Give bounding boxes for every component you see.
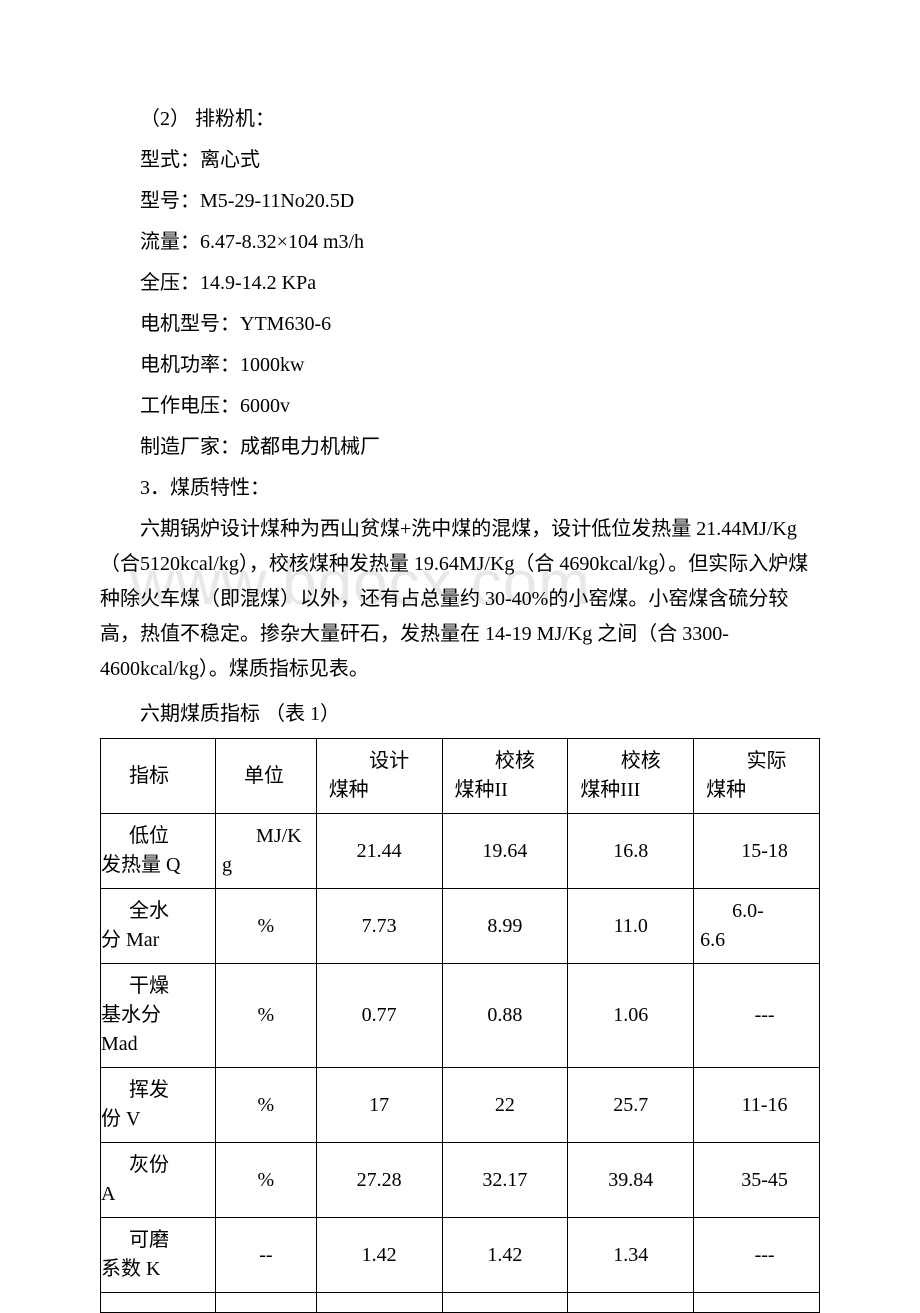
spec-line-6: 电机型号：YTM630-6 <box>100 305 820 344</box>
spec-line-5: 全压：14.9-14.2 KPa <box>100 264 820 303</box>
row6-indicator: 可磨 系数 K <box>101 1218 216 1293</box>
header-check2-l1: 校核 <box>475 750 535 772</box>
row6-unit: -- <box>216 1218 317 1293</box>
table-row-empty <box>101 1293 820 1313</box>
header-actual-l1: 实际 <box>727 750 787 772</box>
empty-cell <box>316 1293 442 1313</box>
row4-v2: 22 <box>442 1068 568 1143</box>
row4-v4: 11-16 <box>694 1068 820 1143</box>
document-content: （2） 排粉机： 型式：离心式 型号：M5-29-11No20.5D 流量：6.… <box>100 100 820 1313</box>
cell-text: 份 V <box>101 1108 140 1130</box>
row6-v2: 1.42 <box>442 1218 568 1293</box>
empty-cell <box>442 1293 568 1313</box>
row3-v1: 0.77 <box>316 964 442 1068</box>
empty-cell <box>568 1293 694 1313</box>
spec-line-10: 3．煤质特性： <box>100 469 820 508</box>
spec-line-1: （2） 排粉机： <box>100 100 820 139</box>
header-design-l1: 设计 <box>349 750 409 772</box>
cell-text: 6.0- <box>716 900 764 922</box>
cell-text: 全水 <box>129 900 169 922</box>
empty-cell <box>694 1293 820 1313</box>
spec-line-3: 型号：M5-29-11No20.5D <box>100 182 820 221</box>
row2-v2: 8.99 <box>442 889 568 964</box>
row5-v4: 35-45 <box>694 1143 820 1218</box>
row4-v1: 17 <box>316 1068 442 1143</box>
row2-indicator: 全水 分 Mar <box>101 889 216 964</box>
row5-unit: % <box>216 1143 317 1218</box>
table-row: 全水 分 Mar % 7.73 8.99 11.0 6.0- 6.6 <box>101 889 820 964</box>
row5-indicator: 灰份 A <box>101 1143 216 1218</box>
table-row: 干燥 基水分 Mad % 0.77 0.88 1.06 --- <box>101 964 820 1068</box>
row1-v3: 16.8 <box>568 814 694 889</box>
row5-v2: 32.17 <box>442 1143 568 1218</box>
cell-text: 挥发 <box>129 1079 169 1101</box>
row5-v1: 27.28 <box>316 1143 442 1218</box>
main-paragraph: 六期锅炉设计煤种为西山贫煤+洗中煤的混煤，设计低位发热量 21.44MJ/Kg（… <box>100 512 820 687</box>
spec-line-9: 制造厂家：成都电力机械厂 <box>100 428 820 467</box>
header-design: 设计 煤种 <box>316 739 442 814</box>
header-check3-l1: 校核 <box>601 750 661 772</box>
cell-text: 低位 <box>129 825 169 847</box>
table-header-row: 指标 单位 设计 煤种 校核 煤种II 校核 煤种III 实际 煤种 <box>101 739 820 814</box>
empty-cell <box>216 1293 317 1313</box>
row2-v3: 11.0 <box>568 889 694 964</box>
table-row: 低位 发热量 Q MJ/K g 21.44 19.64 16.8 15-18 <box>101 814 820 889</box>
cell-text: 灰份 <box>129 1154 169 1176</box>
header-check2: 校核 煤种II <box>442 739 568 814</box>
header-check3-l2: 煤种III <box>574 776 687 805</box>
coal-quality-table: 指标 单位 设计 煤种 校核 煤种II 校核 煤种III 实际 煤种 低位 发热 <box>100 738 820 1313</box>
header-actual-l2: 煤种 <box>700 776 813 805</box>
row6-v3: 1.34 <box>568 1218 694 1293</box>
row1-v2: 19.64 <box>442 814 568 889</box>
header-design-l2: 煤种 <box>323 776 436 805</box>
spec-line-7: 电机功率：1000kw <box>100 346 820 385</box>
header-check2-l2: 煤种II <box>449 776 562 805</box>
cell-text: 可磨 <box>129 1229 169 1251</box>
row3-v2: 0.88 <box>442 964 568 1068</box>
row2-v1: 7.73 <box>316 889 442 964</box>
cell-text: 发热量 Q <box>101 854 180 876</box>
table-row: 可磨 系数 K -- 1.42 1.42 1.34 --- <box>101 1218 820 1293</box>
cell-text: MJ/K <box>242 825 302 847</box>
row1-indicator: 低位 发热量 Q <box>101 814 216 889</box>
row3-v4: --- <box>694 964 820 1068</box>
cell-text: 系数 K <box>101 1258 160 1280</box>
header-unit: 单位 <box>216 739 317 814</box>
row6-v4: --- <box>694 1218 820 1293</box>
cell-text: 干燥 <box>129 975 169 997</box>
spec-line-4: 流量：6.47-8.32×104 m3/h <box>100 223 820 262</box>
spec-line-8: 工作电压：6000v <box>100 387 820 426</box>
row1-v1: 21.44 <box>316 814 442 889</box>
cell-text: 分 Mar <box>101 929 159 951</box>
header-actual: 实际 煤种 <box>694 739 820 814</box>
row1-v4: 15-18 <box>694 814 820 889</box>
row4-unit: % <box>216 1068 317 1143</box>
header-check3: 校核 煤种III <box>568 739 694 814</box>
row4-v3: 25.7 <box>568 1068 694 1143</box>
row5-v3: 39.84 <box>568 1143 694 1218</box>
empty-cell <box>101 1293 216 1313</box>
cell-text: g <box>216 854 232 876</box>
spec-line-2: 型式：离心式 <box>100 141 820 180</box>
table-row: 灰份 A % 27.28 32.17 39.84 35-45 <box>101 1143 820 1218</box>
cell-text: Mad <box>101 1033 138 1055</box>
row3-v3: 1.06 <box>568 964 694 1068</box>
table-caption: 六期煤质指标 （表 1） <box>100 695 820 734</box>
row1-unit: MJ/K g <box>216 814 317 889</box>
cell-text: A <box>101 1183 115 1205</box>
row2-v4: 6.0- 6.6 <box>694 889 820 964</box>
row2-unit: % <box>216 889 317 964</box>
cell-text: 基水分 <box>101 1004 161 1026</box>
table-row: 挥发 份 V % 17 22 25.7 11-16 <box>101 1068 820 1143</box>
row3-unit: % <box>216 964 317 1068</box>
cell-text: 6.6 <box>694 929 725 951</box>
header-indicator: 指标 <box>101 739 216 814</box>
row3-indicator: 干燥 基水分 Mad <box>101 964 216 1068</box>
row4-indicator: 挥发 份 V <box>101 1068 216 1143</box>
row6-v1: 1.42 <box>316 1218 442 1293</box>
